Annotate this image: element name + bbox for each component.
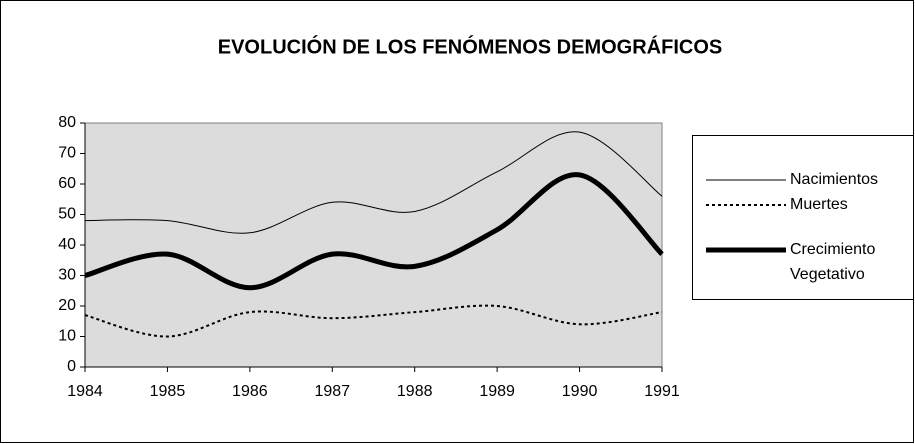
x-tick-label: 1989 <box>479 383 515 400</box>
y-tick-label: 40 <box>58 236 76 253</box>
y-tick-label: 0 <box>67 358 76 375</box>
legend-label: Nacimientos <box>790 171 878 188</box>
legend-label: Crecimiento Vegetativo <box>790 241 875 283</box>
y-tick-label: 60 <box>58 175 76 192</box>
x-tick-label: 1990 <box>562 383 598 400</box>
y-tick-label: 80 <box>58 114 76 131</box>
series-line <box>84 172 664 291</box>
y-tick-label: 30 <box>58 267 76 284</box>
y-tick-label: 20 <box>58 297 76 314</box>
series-line <box>84 304 663 338</box>
y-tick-label: 10 <box>58 328 76 345</box>
chart-title: EVOLUCIÓN DE LOS FENÓMENOS DEMOGRÁFICOS <box>218 34 722 58</box>
y-tick-label: 50 <box>58 206 76 223</box>
x-tick-label: 1988 <box>397 383 433 400</box>
x-tick-label: 1985 <box>150 383 186 400</box>
x-tick-label: 1991 <box>644 383 680 400</box>
legend <box>692 135 914 300</box>
x-tick-label: 1986 <box>232 383 268 400</box>
x-tick-label: 1984 <box>67 383 103 400</box>
y-tick-label: 70 <box>58 145 76 162</box>
plot-area <box>84 122 663 368</box>
series-line <box>84 131 663 234</box>
x-tick-label: 1987 <box>314 383 350 400</box>
legend-label: Muertes <box>790 196 848 213</box>
